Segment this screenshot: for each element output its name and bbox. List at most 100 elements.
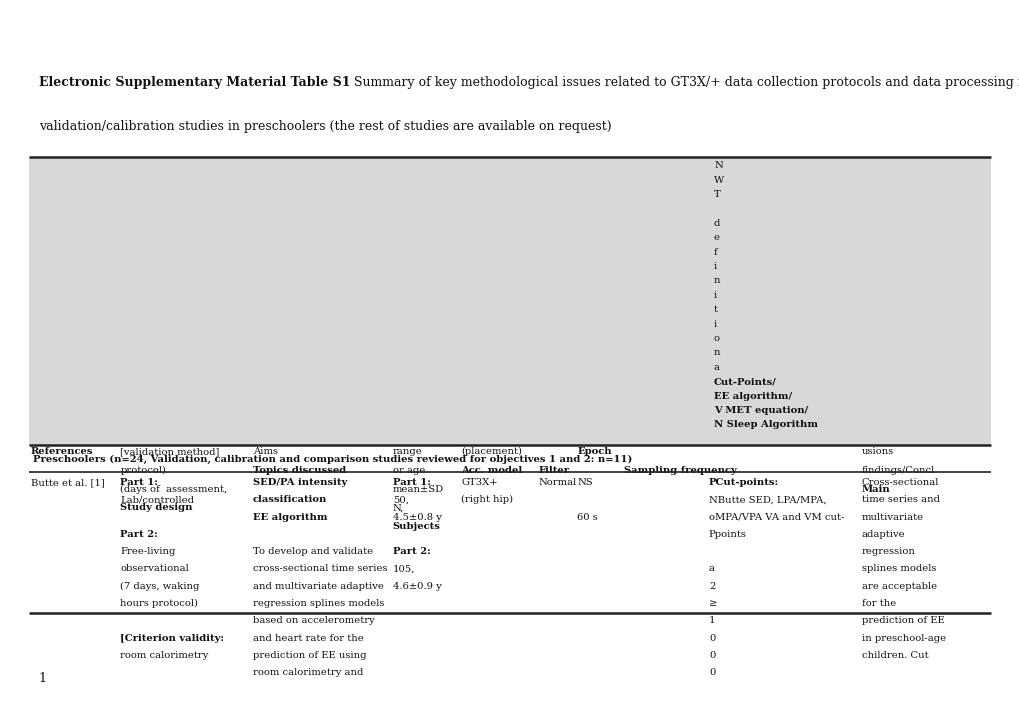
Text: and multivariate adaptive: and multivariate adaptive — [253, 582, 383, 590]
Text: Topics discussed: Topics discussed — [253, 466, 345, 475]
Text: Main: Main — [861, 485, 890, 494]
Text: 1: 1 — [39, 672, 47, 685]
Text: [Criterion validity:: [Criterion validity: — [120, 634, 224, 642]
Text: NButte SED, LPA/MPA,: NButte SED, LPA/MPA, — [708, 495, 825, 504]
Text: V MET equation/: V MET equation/ — [713, 406, 807, 415]
Text: Acc. model: Acc. model — [461, 466, 522, 475]
Text: o: o — [713, 334, 719, 343]
Text: Cut-Points/: Cut-Points/ — [713, 377, 776, 386]
Text: (7 days, waking: (7 days, waking — [120, 582, 200, 591]
Text: i: i — [713, 291, 716, 300]
Text: protocol): protocol) — [120, 466, 166, 475]
Text: findings/Concl: findings/Concl — [861, 466, 934, 475]
Bar — [29, 157, 990, 445]
Text: Normal: Normal — [538, 478, 577, 487]
Text: classification: classification — [253, 495, 327, 504]
Text: PCut-points:: PCut-points: — [708, 478, 779, 487]
Text: children. Cut: children. Cut — [861, 651, 927, 660]
Text: SED/PA intensity: SED/PA intensity — [253, 478, 346, 487]
Text: n: n — [713, 348, 719, 358]
Text: GT3X+: GT3X+ — [461, 478, 497, 487]
Text: (placement): (placement) — [461, 447, 522, 456]
Text: Preschoolers (n=24, Validation, calibration and comparison studies reviewed for : Preschoolers (n=24, Validation, calibrat… — [33, 455, 632, 464]
Text: 105,: 105, — [392, 564, 415, 573]
Text: n: n — [713, 276, 719, 285]
Text: splines models: splines models — [861, 564, 935, 573]
Text: regression: regression — [861, 547, 915, 556]
Text: Free-living: Free-living — [120, 547, 175, 556]
Text: 0: 0 — [708, 668, 714, 677]
Text: Cross-sectional: Cross-sectional — [861, 478, 938, 487]
Text: EE algorithm: EE algorithm — [253, 513, 327, 521]
Text: Part 2:: Part 2: — [120, 530, 158, 539]
Text: N: N — [713, 161, 722, 170]
Text: adaptive: adaptive — [861, 530, 905, 539]
Text: N Sleep Algorithm: N Sleep Algorithm — [713, 420, 817, 429]
Bar — [29, 472, 990, 613]
Text: time series and: time series and — [861, 495, 938, 504]
Text: Butte et al. [1]: Butte et al. [1] — [31, 478, 104, 487]
Text: d: d — [713, 219, 719, 228]
Text: 60 s: 60 s — [577, 513, 597, 521]
Text: prediction of EE using: prediction of EE using — [253, 651, 366, 660]
Text: References: References — [31, 447, 93, 456]
Text: [validation method]: [validation method] — [120, 447, 219, 456]
Text: Study design: Study design — [120, 503, 193, 513]
Text: N,: N, — [392, 503, 404, 513]
Text: based on accelerometry: based on accelerometry — [253, 616, 374, 625]
Text: Part 1:: Part 1: — [120, 478, 158, 487]
Text: room calorimetry and: room calorimetry and — [253, 668, 363, 677]
Text: Sampling frequency: Sampling frequency — [624, 466, 737, 475]
Text: are acceptable: are acceptable — [861, 582, 936, 590]
Text: prediction of EE: prediction of EE — [861, 616, 944, 625]
Text: e: e — [713, 233, 719, 242]
Text: regression splines models: regression splines models — [253, 599, 384, 608]
Text: 0: 0 — [708, 634, 714, 642]
Text: t: t — [713, 305, 717, 314]
Text: or age: or age — [392, 466, 425, 475]
Text: NS: NS — [577, 478, 592, 487]
Text: a: a — [708, 564, 714, 573]
Text: in preschool-age: in preschool-age — [861, 634, 945, 642]
Text: 50,: 50, — [392, 495, 409, 504]
Text: Part 2:: Part 2: — [392, 547, 430, 556]
Text: hours protocol): hours protocol) — [120, 599, 198, 608]
Text: oMPA/VPA VA and VM cut-: oMPA/VPA VA and VM cut- — [708, 513, 844, 521]
Text: Filter: Filter — [538, 466, 570, 475]
Text: 4.6±0.9 y: 4.6±0.9 y — [392, 582, 441, 590]
Text: and heart rate for the: and heart rate for the — [253, 634, 364, 642]
Text: a: a — [713, 363, 719, 372]
Text: W: W — [713, 176, 723, 184]
Text: cross-sectional time series: cross-sectional time series — [253, 564, 387, 573]
Text: (right hip): (right hip) — [461, 495, 513, 505]
Text: Ppoints: Ppoints — [708, 530, 746, 539]
Text: 1: 1 — [708, 616, 714, 625]
Text: ≥: ≥ — [708, 599, 716, 608]
Text: i: i — [713, 262, 716, 271]
Text: T: T — [713, 190, 720, 199]
Text: Subjects: Subjects — [392, 522, 440, 531]
Text: room calorimetry: room calorimetry — [120, 651, 209, 660]
Text: multivariate: multivariate — [861, 513, 923, 521]
Text: i: i — [713, 320, 716, 328]
Bar — [29, 445, 990, 472]
Text: range: range — [392, 447, 422, 456]
Text: Aims: Aims — [253, 447, 278, 456]
Text: (days of  assessment,: (days of assessment, — [120, 485, 227, 494]
Text: observational: observational — [120, 564, 189, 573]
Text: Electronic Supplementary Material Table S1: Electronic Supplementary Material Table … — [39, 76, 350, 89]
Text: Epoch: Epoch — [577, 447, 611, 456]
Text: Summary of key methodological issues related to GT3X/+ data collection protocols: Summary of key methodological issues rel… — [350, 76, 1019, 89]
Text: for the: for the — [861, 599, 896, 608]
Text: To develop and validate: To develop and validate — [253, 547, 373, 556]
Text: validation/calibration studies in preschoolers (the rest of studies are availabl: validation/calibration studies in presch… — [39, 120, 610, 133]
Text: Lab/controlled: Lab/controlled — [120, 495, 195, 504]
Text: mean±SD: mean±SD — [392, 485, 443, 494]
Text: EE algorithm/: EE algorithm/ — [713, 392, 792, 400]
Text: usions: usions — [861, 447, 894, 456]
Text: 0: 0 — [708, 651, 714, 660]
Text: f: f — [713, 248, 717, 257]
Text: 2: 2 — [708, 582, 714, 590]
Text: Part 1:: Part 1: — [392, 478, 430, 487]
Text: 4.5±0.8 y: 4.5±0.8 y — [392, 513, 441, 521]
